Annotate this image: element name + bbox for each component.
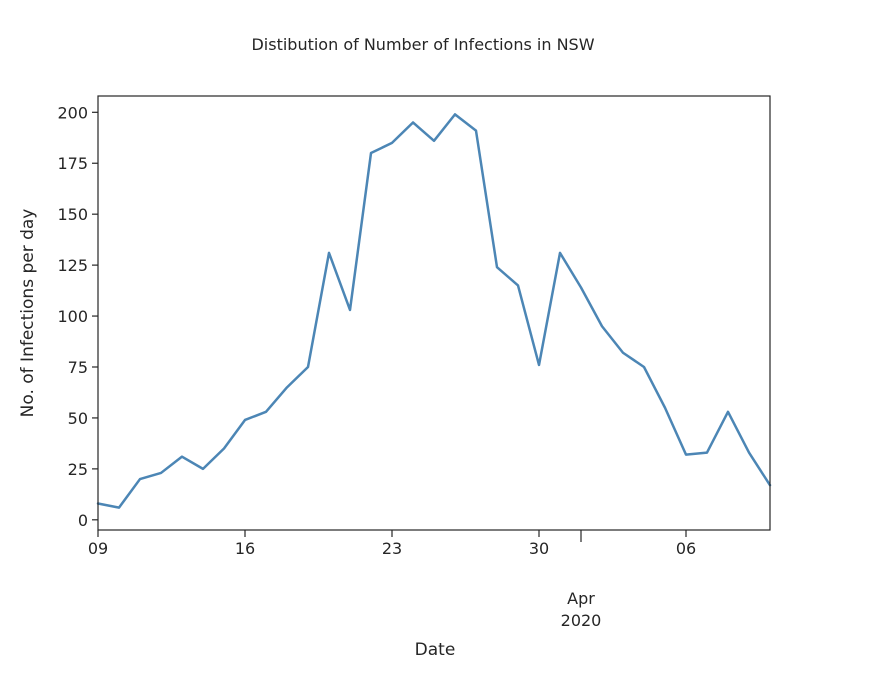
y-tick-label: 100 — [57, 307, 88, 326]
x-tick-label: 06 — [676, 539, 696, 558]
y-axis: 0 25 50 75 100 125 150 175 200 — [57, 103, 98, 530]
x-year-label: 2020 — [561, 611, 602, 630]
x-tick-label: 30 — [529, 539, 549, 558]
x-month-label: Apr — [567, 589, 595, 608]
x-tick-label: 16 — [235, 539, 255, 558]
y-tick-label: 25 — [68, 460, 88, 479]
plot-frame — [98, 96, 770, 530]
y-tick-label: 75 — [68, 358, 88, 377]
y-tick-label: 0 — [78, 511, 88, 530]
y-tick-label: 50 — [68, 409, 88, 428]
y-tick-label: 125 — [57, 256, 88, 275]
y-tick-label: 175 — [57, 154, 88, 173]
y-tick-label: 200 — [57, 103, 88, 122]
series-line — [98, 114, 770, 507]
x-tick-label: 23 — [382, 539, 402, 558]
chart-title: Distibution of Number of Infections in N… — [251, 35, 594, 54]
y-axis-label: No. of Infections per day — [18, 209, 38, 418]
y-tick-label: 150 — [57, 205, 88, 224]
x-axis: 09 16 23 30 06 — [88, 530, 696, 558]
x-axis-label: Date — [415, 640, 456, 660]
x-tick-label: 09 — [88, 539, 108, 558]
